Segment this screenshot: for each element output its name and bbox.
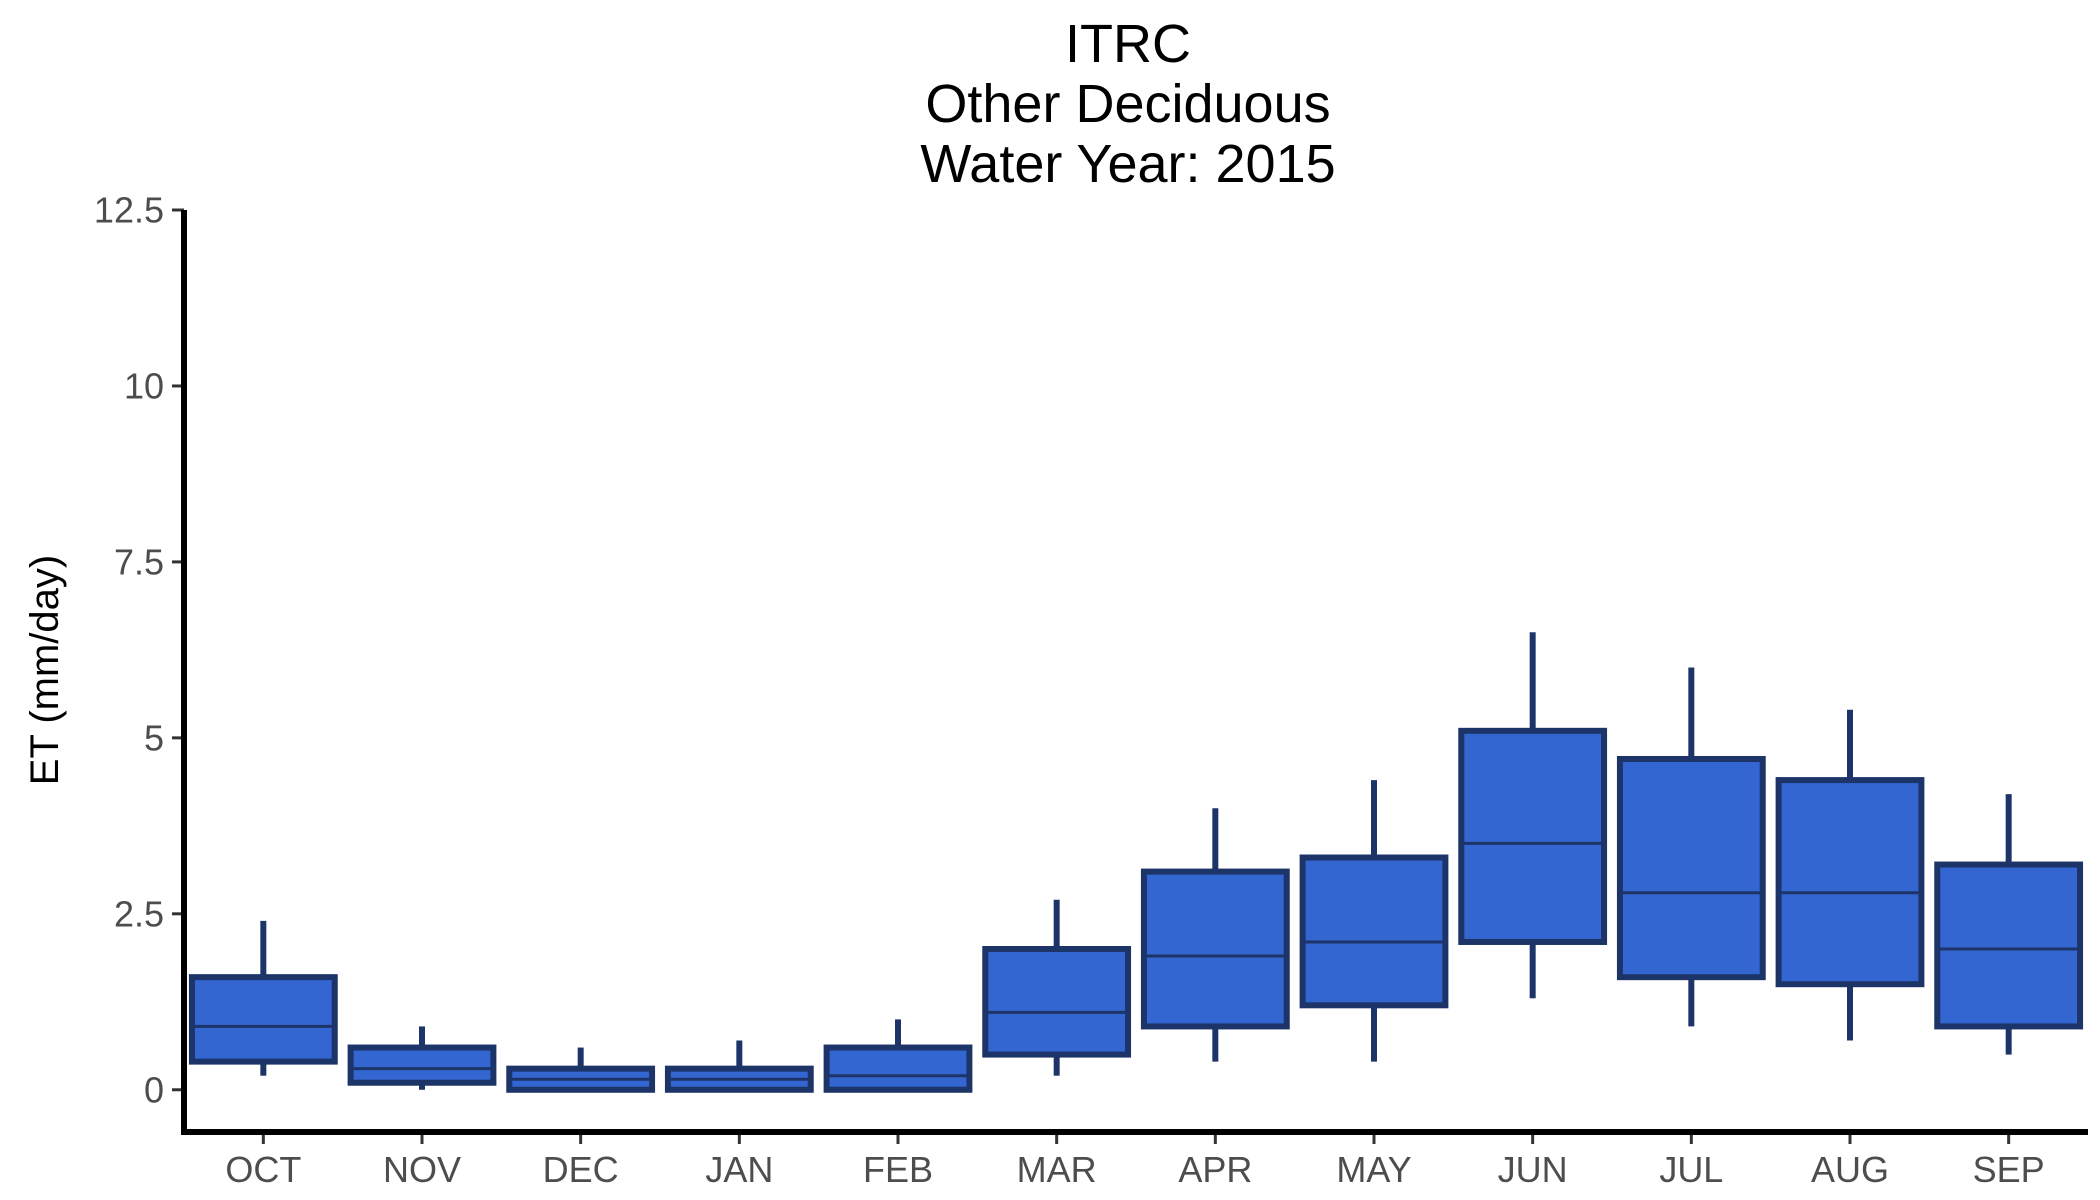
x-tick-label: APR xyxy=(1178,1149,1252,1190)
y-tick-label: 2.5 xyxy=(114,893,164,934)
box-body xyxy=(823,1044,973,1093)
box-series xyxy=(188,632,2084,1093)
box-body xyxy=(1775,777,1925,988)
y-tick-label: 12.5 xyxy=(94,190,164,231)
y-tick-label: 7.5 xyxy=(114,541,164,582)
box-body xyxy=(1299,854,1449,1009)
box-body xyxy=(1934,861,2084,1030)
y-tick-label: 10 xyxy=(124,365,164,406)
x-tick-label: FEB xyxy=(863,1149,933,1190)
chart-title-line-3: Water Year: 2015 xyxy=(920,134,1335,194)
y-axis-ticks: 0 2.5 5 7.5 10 12.5 xyxy=(94,190,184,1110)
box-mar xyxy=(982,899,1132,1076)
x-tick-label: JAN xyxy=(705,1149,773,1190)
box-jul xyxy=(1616,667,1766,1027)
box-body xyxy=(1458,727,1608,945)
y-tick-label: 5 xyxy=(144,717,164,758)
box-body xyxy=(1140,868,1290,1030)
box-body xyxy=(188,974,338,1065)
box-nov xyxy=(347,1026,497,1090)
box-jan xyxy=(664,1040,814,1093)
x-tick-label: MAY xyxy=(1336,1149,1411,1190)
box-dec xyxy=(506,1047,656,1093)
x-axis-ticks: OCT NOV DEC JAN FEB MAR APR MAY JUN JUL AUG SEP xyxy=(225,1132,2045,1190)
box-body xyxy=(982,946,1132,1058)
x-tick-label: JUL xyxy=(1659,1149,1723,1190)
y-tick-label: 0 xyxy=(144,1069,164,1110)
box-apr xyxy=(1140,808,1290,1062)
box-body xyxy=(347,1044,497,1086)
chart-title-line-1: ITRC xyxy=(1065,14,1191,74)
x-tick-label: NOV xyxy=(383,1149,461,1190)
chart-title-line-2: Other Deciduous xyxy=(925,74,1330,134)
y-axis-title: ET (mm/day) xyxy=(23,555,67,785)
box-jun xyxy=(1458,632,1608,999)
chart-title: ITRC Other Deciduous Water Year: 2015 xyxy=(920,14,1335,194)
x-tick-label: JUN xyxy=(1498,1149,1568,1190)
box-sep xyxy=(1934,794,2084,1055)
x-tick-label: AUG xyxy=(1811,1149,1889,1190)
x-tick-label: OCT xyxy=(225,1149,301,1190)
box-feb xyxy=(823,1019,973,1093)
box-aug xyxy=(1775,709,1925,1041)
x-tick-label: SEP xyxy=(1973,1149,2045,1190)
box-may xyxy=(1299,780,1449,1062)
x-tick-label: DEC xyxy=(543,1149,619,1190)
box-oct xyxy=(188,920,338,1076)
box-body xyxy=(1616,755,1766,981)
x-tick-label: MAR xyxy=(1017,1149,1097,1190)
